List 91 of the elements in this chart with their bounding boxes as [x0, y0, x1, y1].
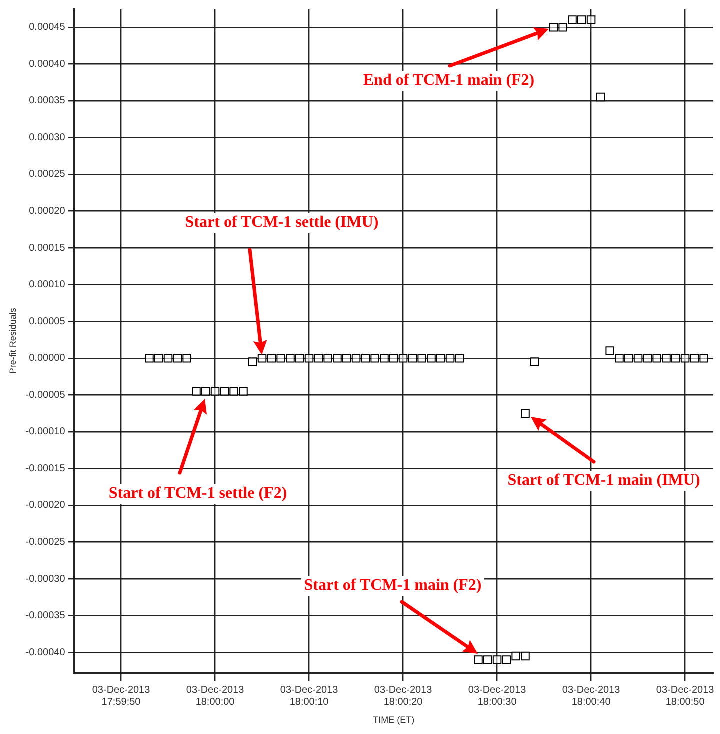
point [690, 354, 700, 363]
point [624, 354, 634, 363]
point [333, 354, 342, 363]
point [606, 346, 614, 356]
y-tick-label: -0.00025 [26, 537, 66, 548]
point [154, 354, 164, 363]
y-tick-label: 0.00015 [29, 242, 66, 254]
y-tick-label: 0.00040 [29, 58, 66, 70]
point [615, 354, 624, 363]
x-tick-label: 03-Dec-2013 18:00:50 [656, 684, 715, 708]
point [173, 354, 182, 363]
point [220, 387, 230, 396]
annotation: Start of TCM-1 settle (F2) [106, 484, 290, 504]
point [230, 387, 238, 396]
point [521, 652, 530, 661]
point [436, 354, 446, 363]
point [267, 354, 276, 363]
point [342, 354, 352, 363]
point [418, 354, 426, 363]
point [361, 354, 370, 363]
point [192, 387, 201, 396]
point [258, 354, 267, 363]
point [586, 16, 596, 24]
point [521, 409, 530, 418]
point [652, 354, 662, 363]
point [164, 354, 173, 363]
point [643, 354, 652, 363]
point [492, 656, 502, 664]
annotation: Start of TCM-1 main (IMU) [504, 471, 704, 491]
y-tick-label: 0.00020 [29, 206, 66, 218]
point [210, 387, 220, 396]
y-tick-label: -0.00015 [26, 463, 66, 474]
point [145, 354, 154, 363]
point [568, 16, 577, 24]
annotation: Start of TCM-1 settle (IMU) [182, 213, 382, 233]
point [314, 354, 324, 363]
point [380, 354, 389, 363]
point [370, 354, 380, 363]
point [276, 354, 286, 363]
x-tick-label: 03-Dec-2013 18:00:00 [186, 684, 245, 708]
point [446, 354, 455, 363]
y-tick-label: 0.00045 [29, 22, 66, 34]
point [352, 354, 361, 363]
point [182, 354, 192, 363]
point [512, 652, 520, 661]
point [578, 16, 586, 24]
point [427, 354, 436, 363]
annotation: Start of TCM-1 main (F2) [301, 576, 485, 596]
y-tick-label: 0.00010 [29, 280, 66, 291]
y-tick-label: 0.00000 [29, 353, 66, 364]
y-tick-label: -0.00030 [26, 574, 66, 585]
point [662, 354, 671, 363]
annotation: End of TCM-1 main (F2) [360, 71, 538, 91]
x-tick-label: 03-Dec-2013 18:00:30 [468, 684, 527, 708]
y-tick-label: -0.00035 [26, 610, 66, 622]
x-tick-label: 03-Dec-2013 18:00:10 [280, 684, 339, 708]
y-tick-label: 0.00030 [29, 132, 66, 144]
y-tick-label: -0.00020 [26, 500, 66, 512]
x-tick-label: 03-Dec-2013 18:00:40 [562, 684, 621, 708]
point [201, 387, 210, 396]
x-axis-title: TIME (ET) [373, 715, 415, 726]
point [502, 656, 512, 664]
point [324, 354, 332, 363]
x-tick-label: 03-Dec-2013 18:00:20 [374, 684, 433, 708]
point [408, 354, 418, 363]
x-tick-label: 03-Dec-2013 17:59:50 [92, 684, 151, 708]
point [295, 354, 304, 363]
point [672, 354, 680, 363]
point [549, 23, 558, 32]
point [680, 354, 690, 363]
point [248, 358, 258, 366]
y-tick-label: 0.00025 [29, 169, 66, 180]
point [286, 354, 295, 363]
point [390, 354, 398, 363]
y-tick-label: -0.00005 [26, 390, 66, 401]
point [474, 656, 483, 664]
point [455, 354, 464, 363]
y-tick-label: -0.00010 [26, 426, 66, 438]
point [558, 23, 568, 32]
y-axis-title: Pre-fit Residuals [8, 308, 18, 374]
point [596, 92, 606, 102]
point [304, 354, 314, 363]
point [239, 387, 248, 396]
point [398, 354, 408, 363]
y-tick-label: 0.00005 [29, 316, 66, 328]
y-tick-label: -0.00040 [26, 647, 66, 658]
y-tick-label: 0.00035 [29, 96, 66, 107]
point [700, 354, 708, 363]
point [530, 358, 540, 366]
point [484, 656, 492, 664]
point [634, 354, 643, 363]
